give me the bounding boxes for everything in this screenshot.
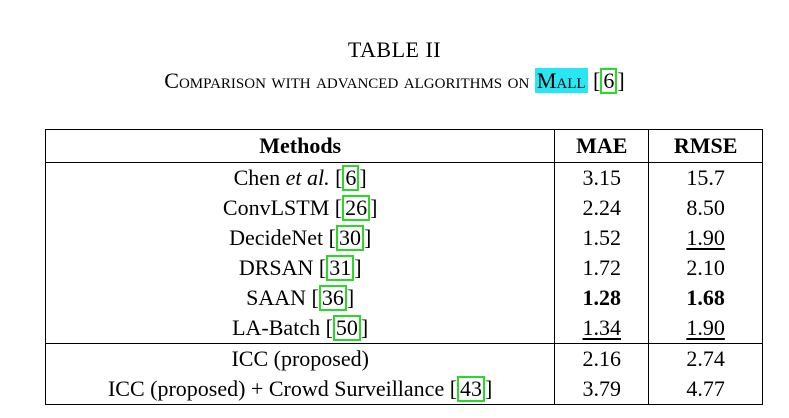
table-row: ICC (proposed) + Crowd Surveillance [43]… [44, 374, 763, 405]
mae-cell: 1.34 [554, 313, 650, 344]
method-cell: ICC (proposed) + Crowd Surveillance [43] [44, 374, 556, 405]
caption-open-bracket: [ [587, 68, 601, 93]
caption-highlight: Mall [534, 68, 588, 93]
citation-link[interactable]: 30 [335, 225, 364, 251]
method-cell: DecideNet [30] [44, 223, 556, 253]
mae-cell: 3.15 [554, 162, 650, 193]
rmse-cell: 2.10 [648, 253, 763, 283]
method-bracket-close: ] [354, 255, 362, 280]
header-mae: MAE [554, 129, 650, 163]
caption-close-bracket: ] [617, 68, 625, 93]
rmse-cell: 15.7 [648, 162, 763, 193]
method-cell: DRSAN [31] [44, 253, 556, 283]
rmse-cell: 8.50 [648, 193, 763, 223]
method-bracket-close: ] [359, 165, 367, 190]
method-bracket-close: ] [363, 225, 372, 250]
table-row: Chen et al. [6] 3.15 15.7 [44, 162, 763, 193]
method-bracket-close: ] [360, 315, 369, 340]
table-row: DRSAN [31] 1.72 2.10 [44, 253, 763, 283]
method-name: DRSAN [ [238, 255, 327, 280]
method-bracket-close: ] [346, 285, 355, 310]
method-bracket-close: ] [370, 195, 378, 220]
mae-cell: 1.72 [554, 253, 650, 283]
citation-link[interactable]: 26 [342, 195, 371, 221]
method-name: ICC (proposed) [231, 346, 369, 371]
method-name-italic: et al. [285, 165, 330, 190]
rmse-cell: 1.90 [648, 313, 763, 344]
table-title-block: TABLE II Comparison with advanced algori… [0, 36, 789, 96]
method-name: SAAN [ [246, 285, 319, 310]
table-caption: Comparison with advanced algorithms on M… [0, 66, 789, 96]
method-name: DecideNet [ [229, 225, 336, 250]
table-row: ICC (proposed) 2.16 2.74 [44, 343, 763, 374]
table-row: SAAN [36] 1.28 1.68 [44, 283, 763, 313]
table-label: TABLE II [347, 37, 442, 62]
method-bracket-open: [ [329, 165, 343, 190]
method-cell: ICC (proposed) [44, 343, 556, 374]
table-row: DecideNet [30] 1.52 1.90 [44, 223, 763, 253]
mae-cell: 1.52 [554, 223, 650, 253]
citation-link[interactable]: 43 [457, 376, 486, 402]
table-row: ConvLSTM [26] 2.24 8.50 [44, 193, 763, 223]
rmse-cell: 1.68 [648, 283, 763, 313]
mae-cell: 3.79 [554, 374, 650, 405]
method-cell: SAAN [36] [44, 283, 556, 313]
method-name: ConvLSTM [ [222, 195, 343, 220]
method-name: Chen [233, 165, 286, 190]
rmse-cell: 1.90 [648, 223, 763, 253]
header-rmse: RMSE [648, 129, 763, 163]
mae-cell: 2.16 [554, 343, 650, 374]
citation-link[interactable]: 31 [326, 255, 355, 281]
citation-link[interactable]: 36 [318, 285, 347, 311]
method-bracket-close: ] [485, 376, 493, 401]
caption-citation-link[interactable]: 6 [600, 68, 618, 94]
caption-text: Comparison with advanced algorithms on [164, 68, 535, 93]
method-cell: Chen et al. [6] [44, 162, 556, 193]
method-name: ICC (proposed) + Crowd Surveillance [ [107, 376, 458, 401]
rmse-cell: 2.74 [648, 343, 763, 374]
table-row: LA-Batch [50] 1.34 1.90 [44, 313, 763, 344]
rmse-cell: 4.77 [648, 374, 763, 405]
method-name: LA-Batch [ [232, 315, 333, 340]
mae-cell: 1.28 [554, 283, 650, 313]
citation-link[interactable]: 50 [332, 315, 361, 341]
method-cell: ConvLSTM [26] [44, 193, 556, 223]
mae-cell: 2.24 [554, 193, 650, 223]
comparison-table: Methods MAE RMSE Chen et al. [6] 3.15 15… [44, 129, 763, 405]
citation-link[interactable]: 6 [342, 165, 360, 191]
header-methods: Methods [44, 129, 556, 163]
method-cell: LA-Batch [50] [44, 313, 556, 344]
table-header-row: Methods MAE RMSE [44, 129, 763, 163]
